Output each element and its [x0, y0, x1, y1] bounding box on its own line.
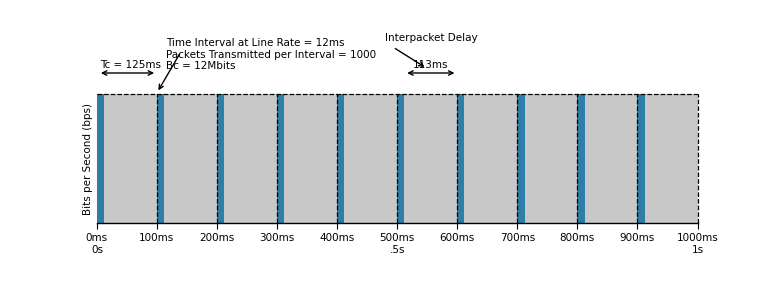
Text: Time Interval at Line Rate = 12ms
Packets Transmitted per Interval = 1000
Bc = 1: Time Interval at Line Rate = 12ms Packet… — [166, 38, 376, 71]
Bar — [157, 94, 164, 223]
Bar — [97, 94, 104, 223]
Bar — [217, 94, 224, 223]
Bar — [277, 94, 284, 223]
Bar — [637, 94, 645, 223]
Text: Interpacket Delay: Interpacket Delay — [385, 33, 478, 43]
Bar — [397, 94, 405, 223]
Bar — [518, 94, 525, 223]
Text: 113ms: 113ms — [413, 60, 449, 70]
Text: Tc = 125ms: Tc = 125ms — [100, 60, 160, 70]
Bar — [457, 94, 464, 223]
Bar — [337, 94, 344, 223]
Bar — [577, 94, 584, 223]
Y-axis label: Bits per Second (bps): Bits per Second (bps) — [83, 102, 93, 214]
